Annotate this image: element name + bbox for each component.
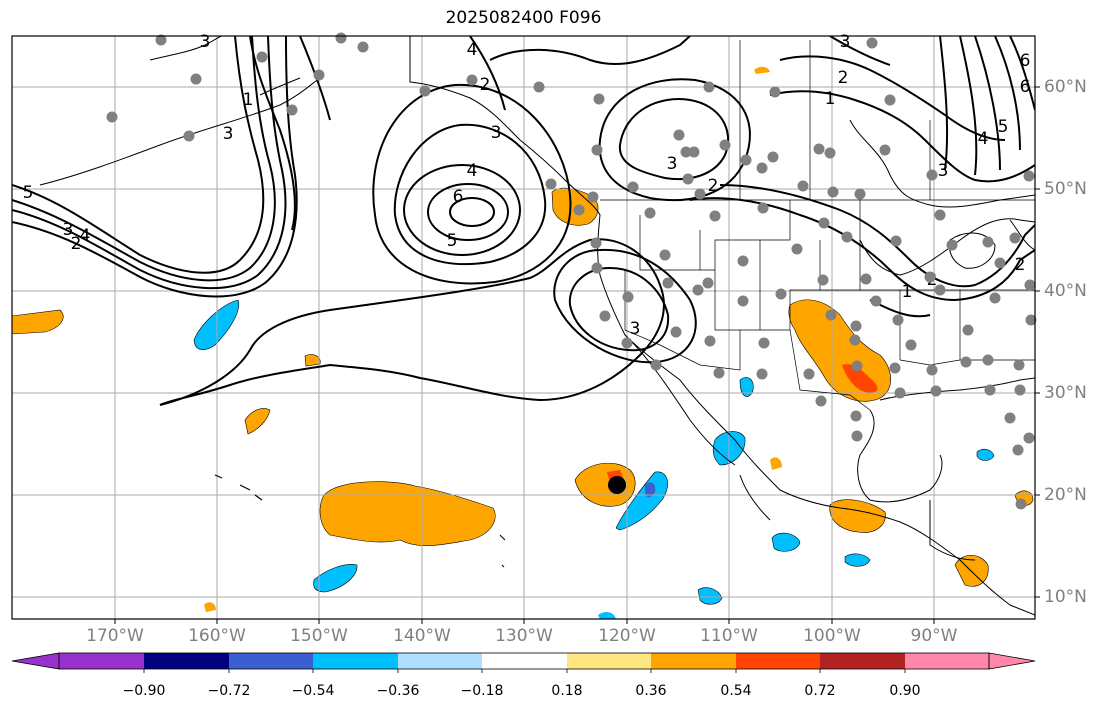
colorbar-segment (229, 653, 313, 669)
contour-label: 6 (453, 187, 464, 207)
lon-label: 110°W (700, 626, 758, 646)
colorbar-segment (651, 653, 736, 669)
positive-anomaly-region (244, 408, 271, 435)
colorbar-tick-label: −0.36 (376, 683, 420, 699)
positive-anomaly-region (770, 457, 782, 470)
lat-label: 60°N (1044, 77, 1087, 97)
contour-label: 4 (467, 40, 478, 60)
positive-anomaly-region (304, 354, 321, 367)
lat-label: 40°N (1044, 281, 1087, 301)
colorbar-tick-label: −0.18 (460, 683, 504, 699)
colorbar-segment (567, 653, 651, 669)
lon-label: 90°W (910, 626, 958, 646)
lat-label: 30°N (1044, 383, 1087, 403)
positive-anomaly-region (319, 481, 496, 547)
contour-label: 5 (447, 231, 458, 251)
contour-label: 3 (63, 220, 74, 240)
colorbar-segment (11, 652, 60, 670)
lat-label: 10°N (1044, 587, 1087, 607)
lon-label: 120°W (598, 626, 656, 646)
colorbar-tick-label: 0.18 (551, 683, 583, 699)
colorbar-segment (988, 652, 1036, 670)
negative-anomaly-region (771, 532, 801, 552)
contour-label: 3 (938, 161, 949, 181)
negative-anomaly-region (644, 482, 656, 498)
graticule (12, 36, 1035, 619)
contour-label: 2 (480, 75, 491, 95)
contour-label: 3 (840, 32, 851, 52)
colorbar-tick-label: 0.90 (889, 683, 921, 699)
contour-label: 5 (23, 183, 34, 203)
contour-label: 3 (200, 32, 211, 52)
lon-label: 100°W (803, 626, 861, 646)
colorbar-segment (398, 653, 482, 669)
colorbar-segment (736, 653, 820, 669)
colorbar-tick-label: −0.72 (207, 683, 251, 699)
axis-ticks (114, 86, 1040, 624)
negative-anomaly-region (193, 299, 240, 350)
colorbar-tick-label: 0.72 (804, 683, 836, 699)
map-title: 2025082400 F096 (445, 8, 602, 28)
negative-anomaly-region (313, 564, 358, 593)
positive-anomaly-region (12, 309, 64, 335)
contour-label: 3 (491, 123, 502, 143)
colorbar-segment (482, 653, 567, 669)
negative-anomaly-region (697, 587, 723, 605)
station-markers (106, 32, 1037, 510)
colorbar-tick-label: 0.36 (635, 683, 667, 699)
positive-anomaly-region (842, 364, 878, 393)
contour-label: 3 (667, 154, 678, 174)
lon-label: 150°W (290, 626, 348, 646)
contour-label: 2 (71, 234, 82, 254)
contour-label: 4 (80, 226, 91, 246)
colorbar-tick-label: −0.54 (291, 683, 335, 699)
negative-anomaly-region (844, 553, 871, 567)
contour-label: 1 (243, 90, 254, 110)
storm-center-marker (608, 476, 626, 494)
contour-label: 6 (1020, 51, 1031, 71)
contour-label: 4 (978, 129, 989, 149)
colorbar-segment (905, 653, 989, 669)
positive-anomaly-region (829, 499, 886, 533)
negative-anomaly-region (976, 448, 995, 461)
contour-label: 2 (1015, 255, 1026, 275)
negative-anomaly-region (598, 611, 616, 619)
contour-label: 2 (838, 68, 849, 88)
positive-anomaly-region (204, 602, 216, 612)
positive-anomaly-region (754, 66, 770, 74)
negative-anomaly-region (739, 377, 754, 397)
colorbar-segment (820, 653, 905, 669)
lat-label: 50°N (1044, 179, 1087, 199)
lon-label: 170°W (86, 626, 144, 646)
colorbar-segment (313, 653, 398, 669)
lon-label: 130°W (495, 626, 553, 646)
lon-label: 140°W (393, 626, 451, 646)
colorbar-tick-label: −0.90 (122, 683, 166, 699)
colorbar (11, 652, 1036, 673)
contour-label: 6 (1020, 77, 1031, 97)
contour-label: 3 (630, 319, 641, 339)
colorbar-segment (144, 653, 229, 669)
contour-label: 1 (825, 89, 836, 109)
colorbar-segment (59, 653, 144, 669)
contour-label: 2 (708, 176, 719, 196)
contour-label: 4 (467, 161, 478, 181)
lon-label: 160°W (188, 626, 246, 646)
colorbar-tick-label: 0.54 (720, 683, 752, 699)
contour-label: 1 (902, 282, 913, 302)
contour-label: 3 (223, 124, 234, 144)
lat-label: 20°N (1044, 485, 1087, 505)
contour-label: 5 (998, 117, 1009, 137)
